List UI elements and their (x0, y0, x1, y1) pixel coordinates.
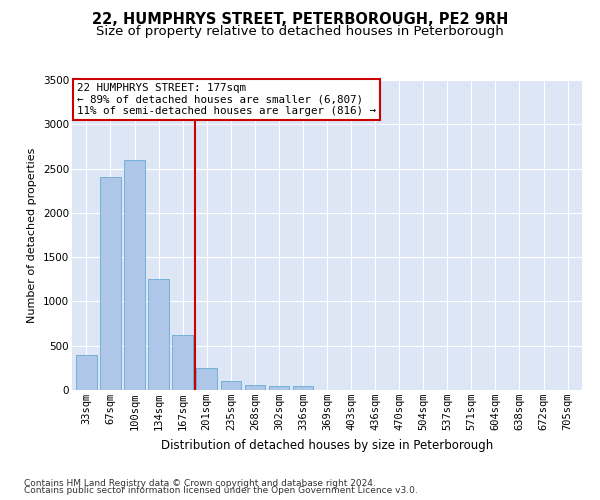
Text: Contains HM Land Registry data © Crown copyright and database right 2024.: Contains HM Land Registry data © Crown c… (24, 478, 376, 488)
Y-axis label: Number of detached properties: Number of detached properties (28, 148, 37, 322)
Bar (148, 280, 169, 390)
Text: 22, HUMPHRYS STREET, PETERBOROUGH, PE2 9RH: 22, HUMPHRYS STREET, PETERBOROUGH, PE2 9… (92, 12, 508, 28)
Bar (124, 160, 145, 390)
X-axis label: Distribution of detached houses by size in Peterborough: Distribution of detached houses by size … (161, 438, 493, 452)
Bar (293, 386, 313, 390)
Text: Contains public sector information licensed under the Open Government Licence v3: Contains public sector information licen… (24, 486, 418, 495)
Text: Size of property relative to detached houses in Peterborough: Size of property relative to detached ho… (96, 25, 504, 38)
Bar (172, 335, 193, 390)
Bar (196, 368, 217, 390)
Bar (245, 384, 265, 390)
Bar (100, 178, 121, 390)
Bar (76, 354, 97, 390)
Bar (221, 381, 241, 390)
Bar (269, 386, 289, 390)
Text: 22 HUMPHRYS STREET: 177sqm
← 89% of detached houses are smaller (6,807)
11% of s: 22 HUMPHRYS STREET: 177sqm ← 89% of deta… (77, 83, 376, 116)
